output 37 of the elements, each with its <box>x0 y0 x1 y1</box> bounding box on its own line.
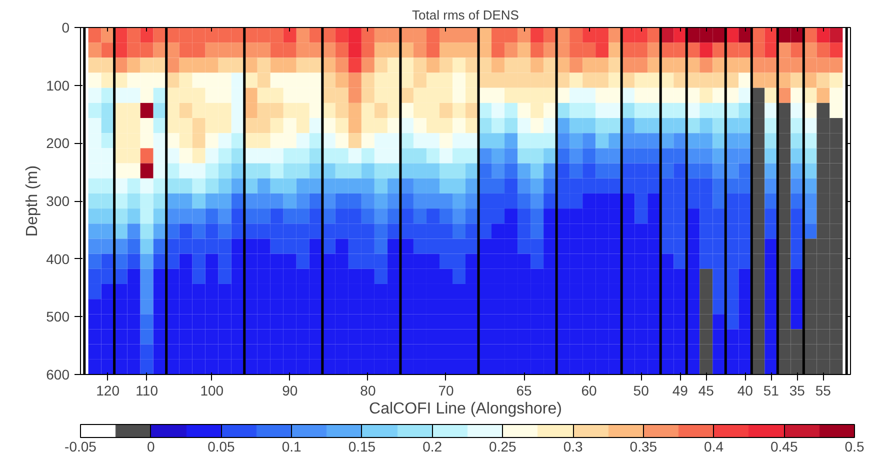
x-tick-label: 51 <box>763 382 780 398</box>
color-bar-label: -0.05 <box>64 438 97 454</box>
x-tick-label: 80 <box>360 382 376 398</box>
x-tick-label: 50 <box>633 382 650 398</box>
y-tick-label: 200 <box>46 135 70 152</box>
color-bar-label: 0.2 <box>422 438 442 454</box>
color-bar-label: 0.15 <box>348 438 376 454</box>
y-tick-label: 600 <box>46 366 70 382</box>
x-tick-label: 55 <box>815 382 832 398</box>
x-tick-label: 65 <box>516 382 532 398</box>
y-axis-title: Depth (m) <box>24 165 42 237</box>
x-tick-label: 35 <box>789 382 806 398</box>
x-tick-label: 49 <box>672 382 688 398</box>
y-tick-label: 300 <box>46 193 70 209</box>
color-bar-label: 0.1 <box>282 438 302 454</box>
x-axis-title: CalCOFI Line (Alongshore) <box>369 400 562 418</box>
color-bar-label: 0.05 <box>208 438 236 454</box>
color-bar-label: 0.5 <box>844 438 864 454</box>
x-tick-label: 100 <box>200 382 224 398</box>
color-bar-label: 0.45 <box>770 438 798 454</box>
chart-title: Total rms of DENS <box>412 8 520 22</box>
x-tick-label: 90 <box>282 382 298 398</box>
color-bar-label: 0.25 <box>489 438 517 454</box>
x-tick-label: 110 <box>136 382 158 398</box>
x-tick-label: 40 <box>737 382 754 398</box>
y-tick-label: 100 <box>46 77 70 94</box>
y-tick-label: 0 <box>62 20 70 36</box>
y-tick-label: 400 <box>46 250 70 267</box>
x-tick-label: 70 <box>438 382 454 398</box>
x-tick-label: 60 <box>581 382 598 398</box>
color-bar-label: 0.3 <box>563 438 583 454</box>
color-bar-label: 0.4 <box>704 438 724 454</box>
y-tick-label: 500 <box>46 308 70 325</box>
color-bar-label: 0 <box>146 438 155 454</box>
x-tick-label: 120 <box>96 382 120 398</box>
x-tick-label: 45 <box>698 382 714 398</box>
color-bar-label: 0.35 <box>630 438 658 454</box>
